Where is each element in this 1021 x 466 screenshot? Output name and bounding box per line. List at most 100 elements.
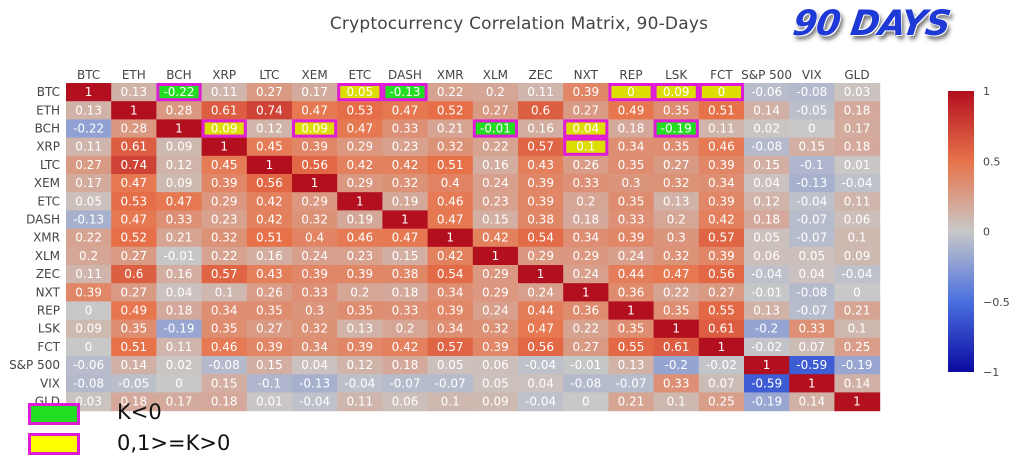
heatmap-cell [66,174,112,193]
heatmap-cell [834,155,881,175]
heatmap-cell [201,319,248,339]
cell-value-label: 0.49 [120,304,147,318]
cell-value-label: 0.51 [256,231,283,245]
cell-value-label: 0.32 [301,322,328,336]
heatmap-cell [698,265,745,284]
cell-value-label: 0.44 [527,304,554,318]
heatmap-cell [698,356,745,375]
cell-value-label: 0.45 [211,158,238,172]
cell-value-label: 0.32 [663,249,690,263]
heatmap-cell [427,155,474,175]
heatmap-cell [472,174,519,193]
cell-value-label: -0.02 [751,340,782,354]
cell-value-label: -0.04 [299,395,330,409]
heatmap-cell [698,137,745,157]
cell-value-label: 0.04 [798,267,825,281]
heatmap-cell [834,392,881,412]
heatmap-cell [518,174,564,193]
cell-value-label: 0.19 [392,194,419,208]
heatmap-cell [744,319,790,339]
heatmap-cell [156,101,203,120]
cell-value-label: 0.33 [166,213,193,227]
heatmap-cell [156,119,203,139]
cell-value-label: 0.07 [708,376,735,390]
cell-value-label: -0.04 [751,267,782,281]
cell-value-label: 1 [446,231,454,245]
heatmap-cell [156,174,203,193]
cell-value-label: 0.56 [301,158,328,172]
heatmap-cell [201,174,248,193]
colorbar-tick-label: 0 [983,226,990,239]
y-tick-label: BTC [37,85,60,99]
cell-value-label: 0.1 [847,231,866,245]
cell-value-label: 0.17 [301,85,328,99]
heatmap-cell [156,192,203,211]
cell-value-label: 0.1 [667,395,686,409]
cell-value-label: 0.12 [256,122,283,136]
heatmap-cell [744,301,790,321]
cell-value-label: 0.74 [256,103,283,117]
cell-value-label: 0.34 [301,340,328,354]
cell-value-label: 0.13 [346,322,373,336]
heatmap-cell [563,192,609,211]
cell-value-label: 0.18 [166,304,193,318]
y-tick-label: LTC [40,158,60,172]
cell-value-label: -0.2 [664,358,687,372]
highlight-box [292,119,338,138]
heatmap-cell [563,374,609,393]
heatmap-cell [246,210,293,230]
cell-value-label: 0.6 [531,103,550,117]
heatmap-cell [66,356,112,375]
cell-value-label: 0.09 [663,85,690,99]
cell-value-label: 0.32 [211,231,238,245]
cell-value-label: 0.39 [708,158,735,172]
heatmap-cell [472,356,519,375]
heatmap-cell [518,83,564,102]
heatmap-cell [246,356,293,375]
heatmap-cell [382,356,429,375]
heatmap-cell [518,374,564,393]
cell-value-label: 1 [808,376,816,390]
highlight-box [653,83,699,102]
heatmap-cell [608,137,655,157]
cell-value-label: 0.2 [576,194,595,208]
heatmap-cell [111,101,157,120]
x-tick-label: LTC [259,68,279,82]
cell-value-label: 0.55 [708,304,735,318]
cell-value-label: 0.45 [256,140,283,154]
heatmap-cell [834,356,881,375]
highlight-box [608,83,654,102]
heatmap-cell [563,319,609,339]
cell-value-label: 0.15 [256,358,283,372]
cell-value-label: 0.35 [618,322,645,336]
cell-value-label: 0.18 [618,122,645,136]
heatmap-cell [246,283,293,302]
cell-value-label: 1 [718,340,726,354]
chart-title: Cryptocurrency Correlation Matrix, 90-Da… [329,14,709,34]
cell-value-label: 0.39 [482,340,509,354]
cell-value-label: 0.42 [346,158,373,172]
y-tick-label: BCH [35,122,60,136]
heatmap-cell [201,192,248,211]
cell-value-label: 0.14 [844,376,871,390]
heatmap-cell [292,356,338,375]
heatmap-cell [427,283,474,302]
heatmap-cell [427,356,474,375]
heatmap-cell [653,319,700,339]
cell-value-label: 0.32 [482,322,509,336]
heatmap-cell [834,337,881,357]
cell-value-label: 0.14 [753,103,780,117]
cell-value-label: 0.28 [166,103,193,117]
heatmap-cell [653,374,700,393]
heatmap-cell [201,265,248,284]
heatmap-cell [111,83,157,102]
cell-value-label: 1 [311,176,319,190]
heatmap-cell [744,192,790,211]
heatmap-cell [518,283,564,302]
cell-value-label: -0.06 [751,85,782,99]
heatmap-cell [698,283,745,302]
cell-value-label: 0.11 [346,395,373,409]
cell-value-label: 0.05 [437,358,464,372]
cell-value-label: 0.18 [844,140,871,154]
heatmap-cell [156,319,203,339]
